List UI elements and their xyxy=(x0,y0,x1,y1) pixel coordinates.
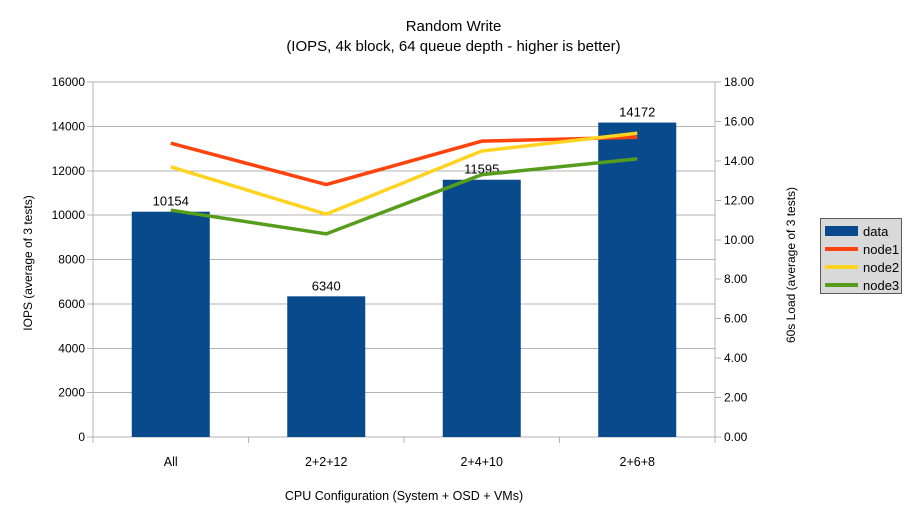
category-label: 2+2+12 xyxy=(305,455,347,469)
category-label: All xyxy=(164,455,178,469)
legend-swatch-icon xyxy=(825,226,858,236)
legend-item-node3: node3 xyxy=(821,276,901,294)
left-axis-tick-label: 4000 xyxy=(58,341,85,355)
legend-swatch-icon xyxy=(825,247,858,251)
right-axis-tick-label: 16.00 xyxy=(724,114,754,128)
left-axis-tick-label: 6000 xyxy=(58,297,85,311)
right-axis-title: 60s Load (average of 3 tests) xyxy=(784,186,798,344)
chart-subtitle: (IOPS, 4k block, 64 queue depth - higher… xyxy=(286,38,621,55)
legend-item-data: data xyxy=(821,222,901,240)
bar-All xyxy=(131,211,210,437)
legend: data node1 node2 node3 xyxy=(820,218,902,294)
bar-value-label: 10154 xyxy=(153,194,189,209)
right-axis-tick-label: 0.00 xyxy=(724,430,748,444)
left-axis-tick-label: 12000 xyxy=(52,164,86,178)
legend-item-node1: node1 xyxy=(821,240,901,258)
legend-label: data xyxy=(863,223,889,239)
bar-value-label: 6340 xyxy=(312,278,341,293)
right-axis-tick-label: 18.00 xyxy=(724,75,754,89)
bar-2+4+10 xyxy=(442,179,521,437)
left-axis-title: IOPS (average of 3 tests) xyxy=(21,195,35,331)
bar-2+2+12 xyxy=(287,296,366,437)
right-axis-tick-label: 6.00 xyxy=(724,312,748,326)
line-node3 xyxy=(170,157,638,236)
legend-label: node2 xyxy=(863,259,900,275)
legend-swatch-icon xyxy=(825,283,858,287)
right-axis-tick-label: 2.00 xyxy=(724,391,748,405)
left-axis-tick-label: 0 xyxy=(78,430,85,444)
bar-2+6+8 xyxy=(598,122,677,437)
legend-label: node3 xyxy=(863,277,900,293)
right-axis-tick-label: 8.00 xyxy=(724,272,748,286)
x-axis-title: CPU Configuration (System + OSD + VMs) xyxy=(284,489,524,503)
right-axis-tick-label: 4.00 xyxy=(724,351,748,365)
legend-swatch-icon xyxy=(825,265,858,269)
right-axis-tick-label: 14.00 xyxy=(724,154,754,168)
bar-value-label: 14172 xyxy=(619,105,655,120)
right-axis-tick-label: 12.00 xyxy=(724,193,754,207)
left-axis-tick-label: 16000 xyxy=(52,75,86,89)
left-axis-tick-label: 2000 xyxy=(58,386,85,400)
chart-title: Random Write xyxy=(405,18,502,35)
legend-item-node2: node2 xyxy=(821,258,901,276)
category-label: 2+4+10 xyxy=(461,455,503,469)
line-node1 xyxy=(170,135,638,187)
left-axis-tick-label: 14000 xyxy=(52,119,86,133)
category-label: 2+6+8 xyxy=(620,455,656,469)
legend-label: node1 xyxy=(863,241,900,257)
line-node2 xyxy=(170,131,638,216)
left-axis-tick-label: 10000 xyxy=(52,208,86,222)
left-axis-tick-label: 8000 xyxy=(58,253,85,267)
right-axis-tick-label: 10.00 xyxy=(724,233,754,247)
